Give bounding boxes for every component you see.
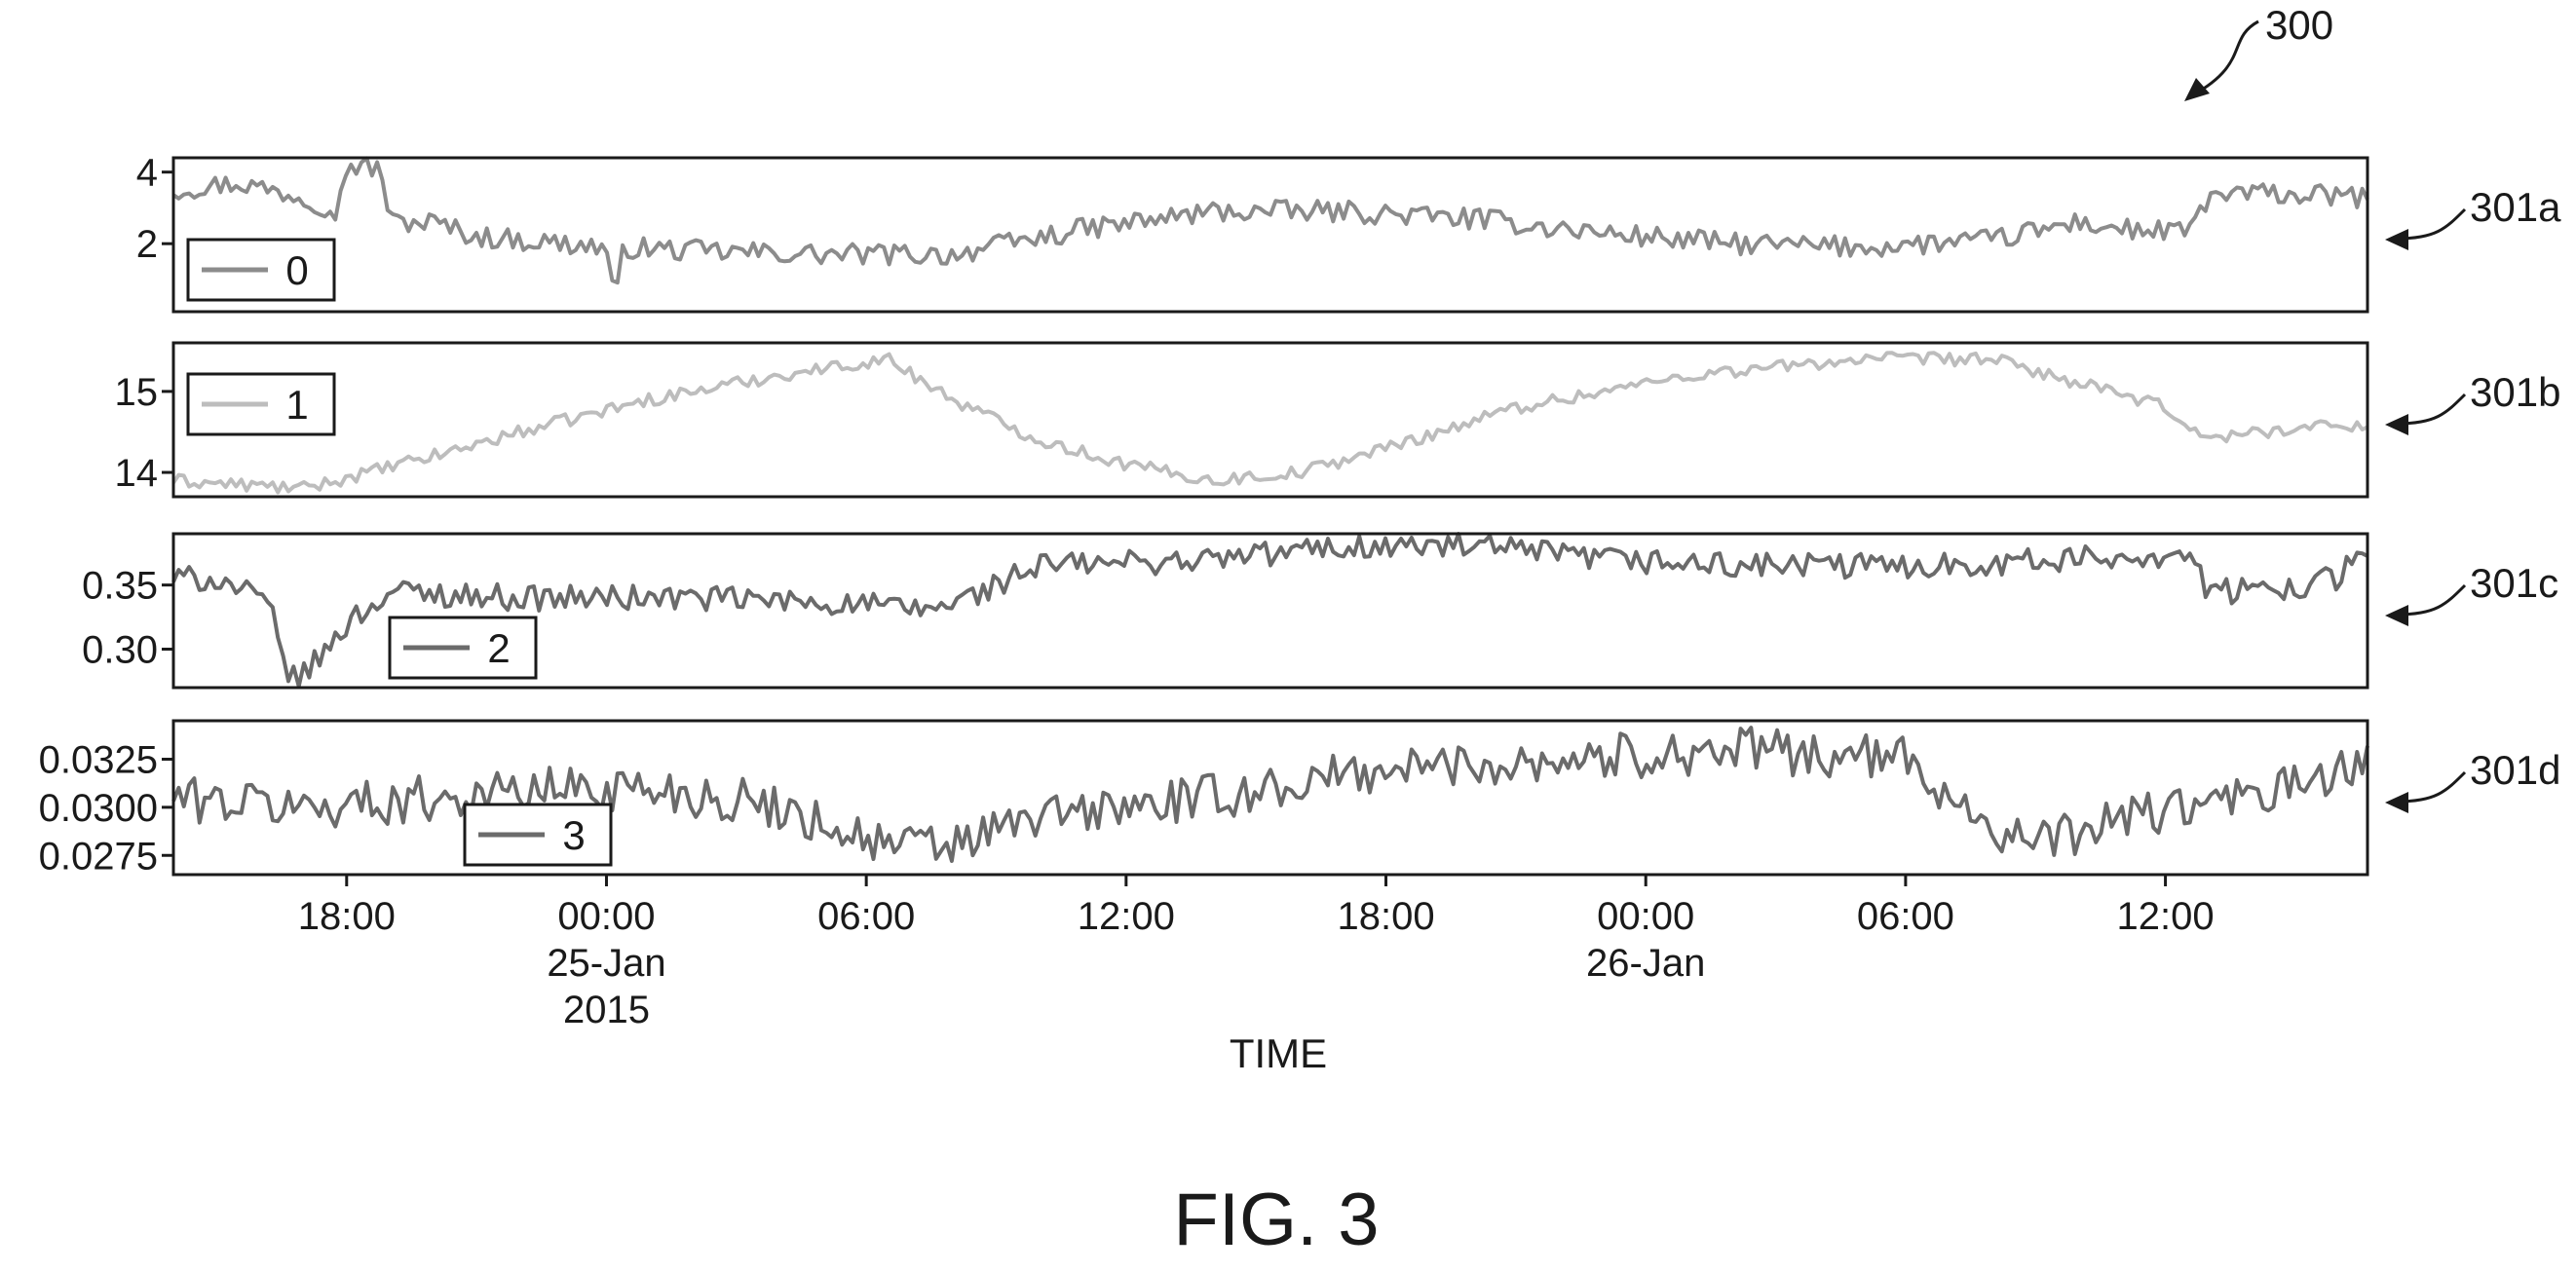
x-tick-label: 12:00: [1078, 895, 1175, 938]
x-tick-label: 00:00: [557, 895, 655, 938]
legend-3: 3: [463, 803, 613, 867]
panel-frame: [171, 719, 2369, 877]
arrowhead-icon: [2385, 792, 2408, 813]
x-tick-label: 18:00: [1337, 895, 1434, 938]
y-tick-label: 15: [115, 371, 159, 414]
figure-reference-leader: [2191, 19, 2259, 97]
y-tick-label: 0.35: [82, 565, 158, 608]
arrowhead-icon: [2385, 414, 2408, 435]
panel-frame: [171, 156, 2369, 314]
panel-frame: [171, 341, 2369, 499]
x-tick-label: 06:00: [1857, 895, 1954, 938]
series-line-2: [171, 532, 2368, 689]
panel-301a: 4 2 0 301a: [136, 152, 2561, 314]
series-line-3: [171, 726, 2369, 863]
legend-label: 2: [487, 625, 510, 671]
legend-1: 1: [186, 372, 336, 436]
x-tick-date-label: 25-Jan: [547, 942, 665, 985]
y-tick-label: 4: [136, 152, 158, 195]
y-tick-label: 14: [115, 452, 159, 495]
arrowhead-icon: [2385, 229, 2408, 250]
panel-reference-301a: 301a: [2470, 184, 2561, 230]
legend-0: 0: [186, 238, 336, 302]
arrowhead-icon: [2385, 605, 2408, 626]
x-tick-label: 00:00: [1597, 895, 1694, 938]
panel-reference-301c: 301c: [2470, 560, 2558, 606]
figure-reference: 300: [2184, 2, 2333, 101]
legend-label: 1: [285, 382, 308, 428]
y-tick-label: 0.0325: [39, 739, 158, 782]
x-tick-label: 06:00: [817, 895, 915, 938]
x-axis-title: TIME: [1230, 1030, 1327, 1076]
y-tick-label: 0.30: [82, 629, 158, 672]
plot-area: 4 2 0 301a 15 14 1 301b 0.35 0.30 2 301c 0.0325 0.030…: [39, 152, 2561, 1031]
series-line-0: [171, 156, 2369, 285]
legend-label: 0: [285, 247, 308, 293]
figure-reference-arrowhead-icon: [2184, 78, 2210, 101]
x-tick-date-label: 26-Jan: [1586, 942, 1705, 985]
y-tick-label: 2: [136, 223, 158, 266]
y-tick-label: 0.0275: [39, 835, 158, 878]
figure-reference-number: 300: [2265, 2, 2333, 48]
panel-301b: 15 14 1 301b: [115, 341, 2560, 499]
panel-301d: 0.0325 0.0300 0.0275 3 301d: [39, 719, 2560, 878]
y-tick-label: 0.0300: [39, 787, 158, 830]
legend-label: 3: [562, 812, 585, 858]
panel-frame: [171, 532, 2369, 690]
figure-caption: FIG. 3: [1173, 1178, 1379, 1261]
panel-reference-301b: 301b: [2470, 369, 2560, 415]
x-tick-year-label: 2015: [563, 989, 650, 1031]
panel-reference-301d: 301d: [2470, 747, 2560, 793]
legend-2: 2: [388, 616, 538, 680]
panel-301c: 0.35 0.30 2 301c: [82, 532, 2558, 690]
x-tick-label: 12:00: [2117, 895, 2215, 938]
x-tick-label: 18:00: [298, 895, 396, 938]
series-line-1: [171, 351, 2368, 495]
